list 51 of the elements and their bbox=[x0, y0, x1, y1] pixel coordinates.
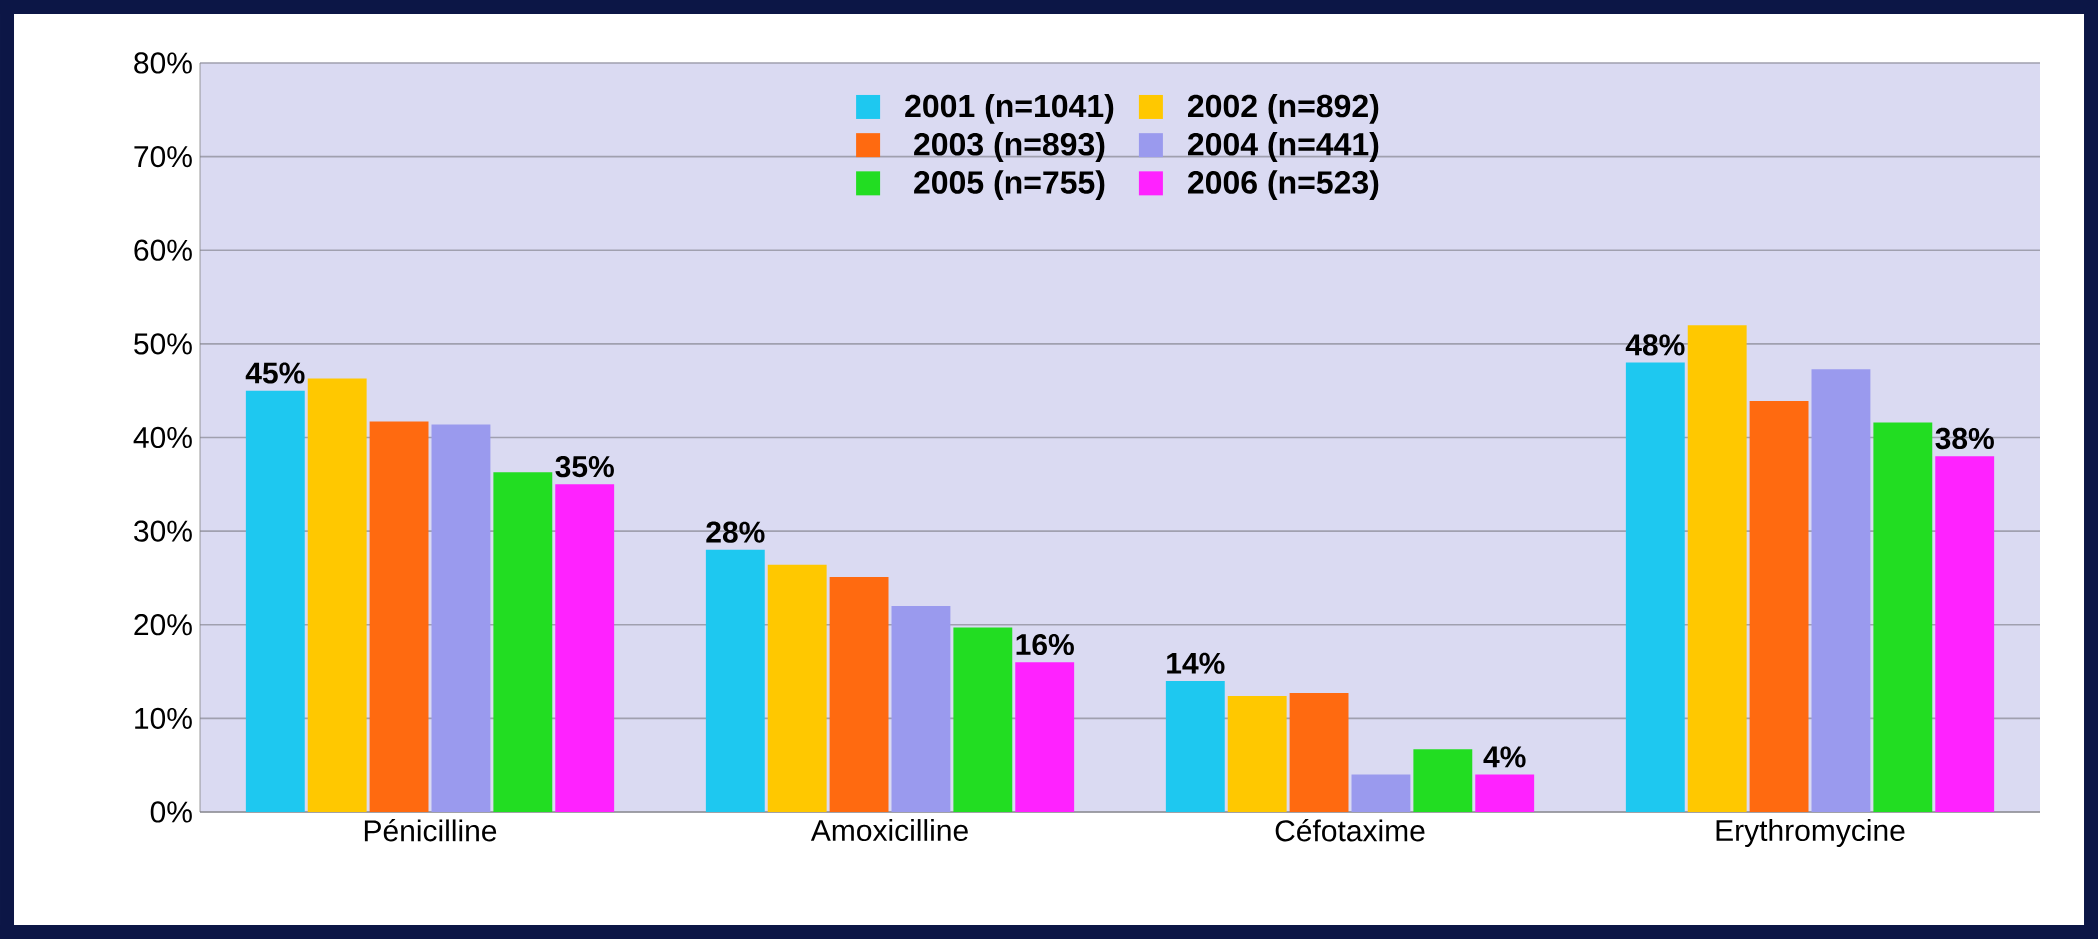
bar bbox=[1749, 400, 1809, 812]
bar bbox=[829, 577, 889, 812]
data-label: 35% bbox=[555, 455, 614, 478]
data-label: 28% bbox=[706, 521, 765, 543]
bar bbox=[1811, 369, 1871, 812]
legend-label: 2004 (n=441) bbox=[1188, 132, 1379, 162]
bar bbox=[1351, 774, 1411, 812]
bar bbox=[1015, 662, 1075, 812]
y-tick-label: 30% bbox=[134, 520, 192, 542]
bar bbox=[1227, 695, 1287, 812]
y-tick-label: 10% bbox=[135, 707, 192, 729]
bar bbox=[1935, 456, 1995, 812]
bar bbox=[1687, 325, 1747, 812]
bar bbox=[767, 564, 827, 812]
y-tick-label: 70% bbox=[134, 146, 192, 168]
x-tick-label: Erythromycine bbox=[1716, 819, 1905, 848]
bar bbox=[1625, 362, 1685, 812]
data-label: 14% bbox=[1167, 652, 1225, 674]
y-tick-label: 60% bbox=[134, 239, 192, 261]
data-label: 48% bbox=[1625, 334, 1685, 356]
y-tick-label: 0% bbox=[150, 801, 192, 823]
legend-label: 2003 (n=893) bbox=[914, 132, 1105, 162]
x-tick-label: Pénicilline bbox=[364, 819, 497, 842]
bar bbox=[307, 378, 367, 812]
x-tick-label: Amoxicilline bbox=[810, 819, 968, 842]
bar bbox=[953, 627, 1013, 812]
data-label: 4% bbox=[1483, 746, 1526, 768]
bar bbox=[891, 606, 951, 812]
x-tick-label: Céfotaxime bbox=[1275, 819, 1425, 842]
bar bbox=[369, 421, 429, 812]
y-tick-label: 20% bbox=[134, 614, 192, 636]
bar bbox=[1165, 680, 1225, 812]
y-tick-label: 80% bbox=[134, 52, 192, 74]
bar bbox=[705, 549, 765, 812]
data-label: 45% bbox=[245, 362, 305, 384]
bar bbox=[431, 424, 491, 812]
bar bbox=[493, 472, 553, 812]
bar bbox=[555, 484, 615, 812]
legend-label: 2006 (n=523) bbox=[1188, 170, 1379, 201]
bar bbox=[1289, 693, 1349, 812]
legend-label: 2001 (n=1041) bbox=[905, 93, 1114, 124]
legend-label: 2002 (n=892) bbox=[1188, 93, 1379, 124]
legend-label: 2005 (n=755) bbox=[914, 170, 1105, 201]
y-tick-label: 40% bbox=[133, 426, 192, 449]
bar bbox=[1873, 422, 1933, 812]
bar bbox=[1413, 749, 1473, 812]
data-label: 16% bbox=[1016, 633, 1074, 656]
bar bbox=[245, 390, 305, 812]
data-label: 38% bbox=[1935, 427, 1994, 450]
bar bbox=[1475, 774, 1535, 812]
y-tick-label: 50% bbox=[134, 333, 192, 355]
